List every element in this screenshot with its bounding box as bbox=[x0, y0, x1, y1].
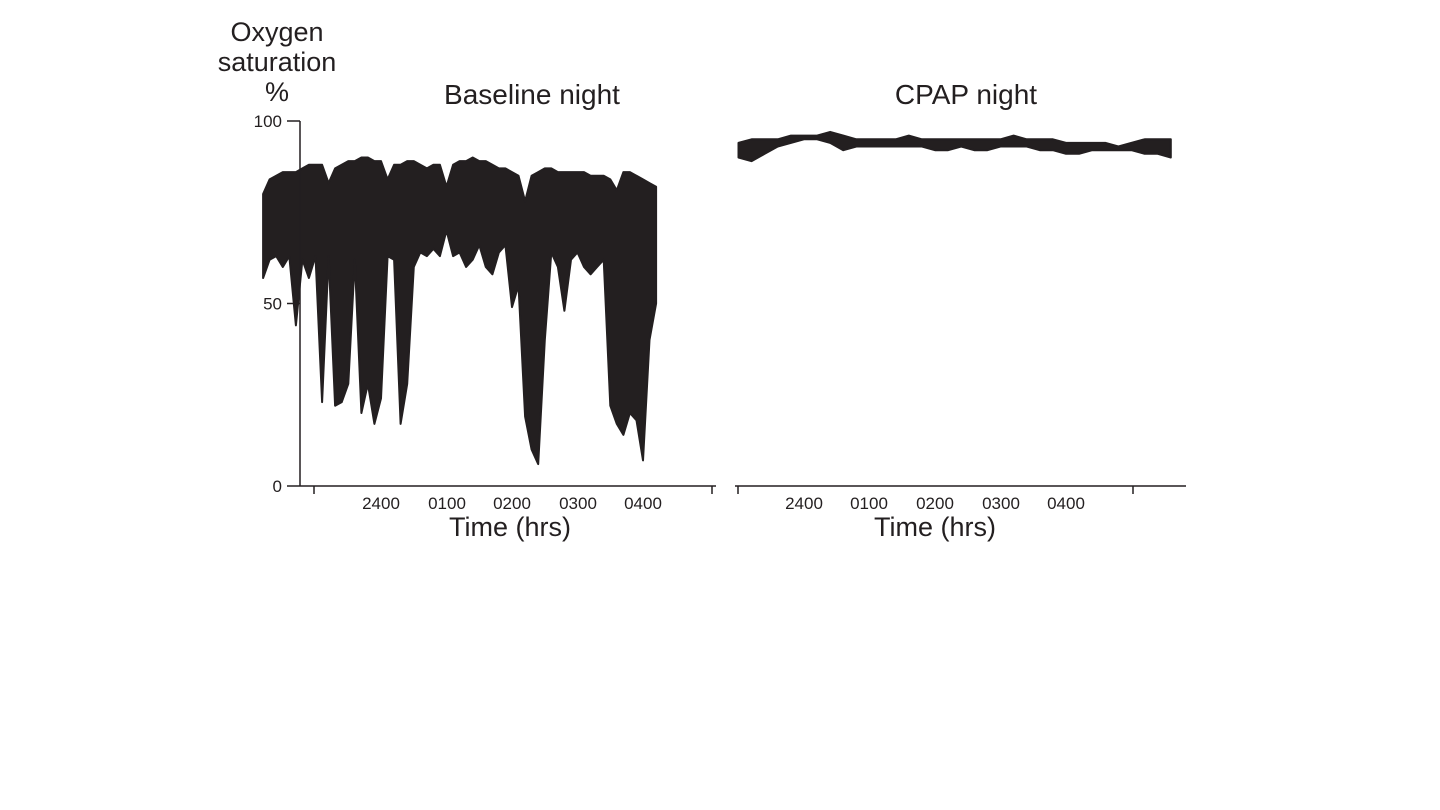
y-axis-title-line-1: Oxygen bbox=[230, 17, 323, 47]
cpap-data-layer bbox=[737, 130, 1172, 163]
y-axis-title-line-2: saturation bbox=[218, 47, 337, 77]
series-band-0 bbox=[262, 156, 658, 466]
y-tick-label: 50 bbox=[263, 295, 282, 314]
cpap-night-panel: CPAP night 2400 0100 0200 0300 0400 Time (hr… bbox=[735, 79, 1186, 542]
y-axis-title: Oxygen saturation % bbox=[218, 17, 337, 107]
series-band-0 bbox=[737, 130, 1172, 163]
x-axis-label-cpap: Time (hrs) bbox=[874, 512, 996, 542]
x-tick-label: 0300 bbox=[982, 494, 1020, 513]
baseline-data-layer bbox=[262, 156, 658, 466]
y-tick-label: 100 bbox=[254, 112, 282, 131]
x-tick-label: 0200 bbox=[916, 494, 954, 513]
x-tick-label: 0200 bbox=[493, 494, 531, 513]
x-axis-label-baseline: Time (hrs) bbox=[449, 512, 571, 542]
panel-title-baseline: Baseline night bbox=[444, 79, 620, 110]
x-tick-label: 0400 bbox=[1047, 494, 1085, 513]
baseline-axes: 2400 0100 0200 0300 0400 0 50 100 bbox=[254, 112, 716, 513]
y-axis-title-line-3: % bbox=[265, 77, 289, 107]
baseline-night-panel: Baseline night 2400 0100 0200 0300 0400 0 50 10… bbox=[254, 79, 716, 542]
x-tick-label: 0400 bbox=[624, 494, 662, 513]
x-tick-label: 0300 bbox=[559, 494, 597, 513]
x-tick-label: 0100 bbox=[428, 494, 466, 513]
panel-title-cpap: CPAP night bbox=[895, 79, 1037, 110]
x-tick-label: 0100 bbox=[850, 494, 888, 513]
x-tick-label: 2400 bbox=[785, 494, 823, 513]
x-tick-label: 2400 bbox=[362, 494, 400, 513]
y-tick-label: 0 bbox=[273, 477, 282, 496]
cpap-axes: 2400 0100 0200 0300 0400 bbox=[735, 485, 1186, 513]
